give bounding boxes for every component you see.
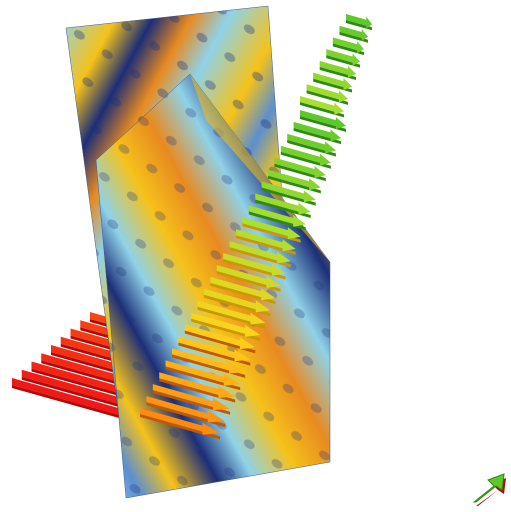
arrow-glyph-up-9	[197, 300, 266, 325]
arrow-glyph-edge	[216, 270, 281, 292]
arrow-glyph-edge	[248, 211, 306, 231]
arrow-glyph-edge	[140, 414, 220, 440]
arrow-glyph-edge	[172, 354, 246, 378]
arrow-glyph-edge	[204, 294, 271, 317]
arrow-glyph-up-3	[159, 372, 236, 398]
arrow-glyph-edge	[300, 116, 346, 132]
arrow-glyph-up-25	[300, 110, 346, 130]
arrow-glyph-top-2	[313, 72, 352, 91]
arrow-glyph-up-18	[255, 193, 311, 215]
arrow-glyph-up-14	[229, 241, 291, 264]
arrow-glyph-up-1	[146, 396, 226, 423]
arrow-glyph-up-13	[223, 253, 286, 276]
arrow-glyph-edge	[287, 139, 336, 157]
arrow-glyph-edge	[339, 31, 368, 43]
arrow-glyph-edge	[159, 378, 236, 403]
green-yellow-arrow-glyphs	[140, 14, 372, 440]
arrow-glyph-up-15	[236, 229, 296, 252]
arrow-glyph-up-6	[178, 336, 251, 362]
arrow-glyph-up-22	[280, 145, 331, 166]
arrow-glyph-edge	[326, 55, 360, 68]
arrow-glyph-up-8	[191, 312, 261, 337]
arrow-glyph-up-12	[216, 264, 281, 288]
arrow-glyph-edge	[146, 402, 226, 428]
arrow-glyph-edge	[332, 43, 364, 56]
arrow-glyph-edge	[255, 199, 311, 218]
arrow-glyph-edge	[346, 20, 372, 31]
arrow-glyph-edge	[280, 151, 331, 169]
arrow-glyph-edge	[184, 330, 256, 354]
arrow-glyph-up-20	[268, 169, 321, 191]
arrow-glyph-edge	[313, 78, 352, 93]
arrow-glyph-edge	[152, 390, 231, 415]
arrow-glyph-edge	[197, 306, 266, 329]
arrow-glyph-edge	[223, 259, 286, 280]
arrow-glyph-up-5	[172, 348, 246, 374]
arrow-glyph-edge	[191, 318, 261, 341]
arrow-glyph-up-24	[293, 121, 341, 142]
arrow-glyph-top-7	[346, 14, 372, 29]
axis-orientation-arrow-icon[interactable]	[472, 473, 506, 506]
arrow-glyph-edge	[261, 187, 316, 206]
arrow-glyph-up-11	[210, 276, 276, 301]
arrow-glyph-top-0	[300, 96, 344, 115]
arrow-glyph-edge	[268, 175, 321, 194]
arrow-glyph-top-5	[332, 37, 364, 54]
arrow-glyph-edge	[293, 127, 341, 145]
arrow-glyph-edge	[236, 235, 296, 255]
arrow-glyph-edge	[165, 366, 241, 391]
arrow-glyph-edge	[229, 247, 291, 268]
arrow-glyph-edge	[178, 342, 251, 366]
arrow-glyph-up-2	[152, 384, 231, 411]
arrow-glyph-edge	[300, 102, 344, 118]
arrow-glyph-up-10	[204, 288, 271, 313]
arrow-glyph-up-21	[274, 157, 326, 178]
arrow-glyph-edge	[306, 90, 348, 105]
arrow-glyph-edge	[274, 163, 326, 182]
arrow-glyph-top-4	[326, 49, 360, 66]
arrow-glyph-edge	[319, 66, 356, 81]
arrow-glyph-top-1	[306, 84, 348, 103]
arrow-glyph-edge	[242, 223, 301, 243]
arrow-glyph-up-23	[287, 133, 336, 154]
arrow-glyph-top-3	[319, 60, 356, 78]
arrow-glyph-edge	[210, 282, 276, 305]
arrow-glyph-up-0	[140, 408, 220, 435]
arrow-glyph-up-17	[248, 205, 306, 227]
arrow-glyph-top-6	[339, 25, 368, 41]
arrow-glyph-up-16	[242, 217, 301, 240]
arrow-glyph-up-4	[165, 360, 241, 386]
arrow-glyph-up-7	[184, 324, 256, 350]
arrow-glyph-up-19	[261, 181, 316, 203]
